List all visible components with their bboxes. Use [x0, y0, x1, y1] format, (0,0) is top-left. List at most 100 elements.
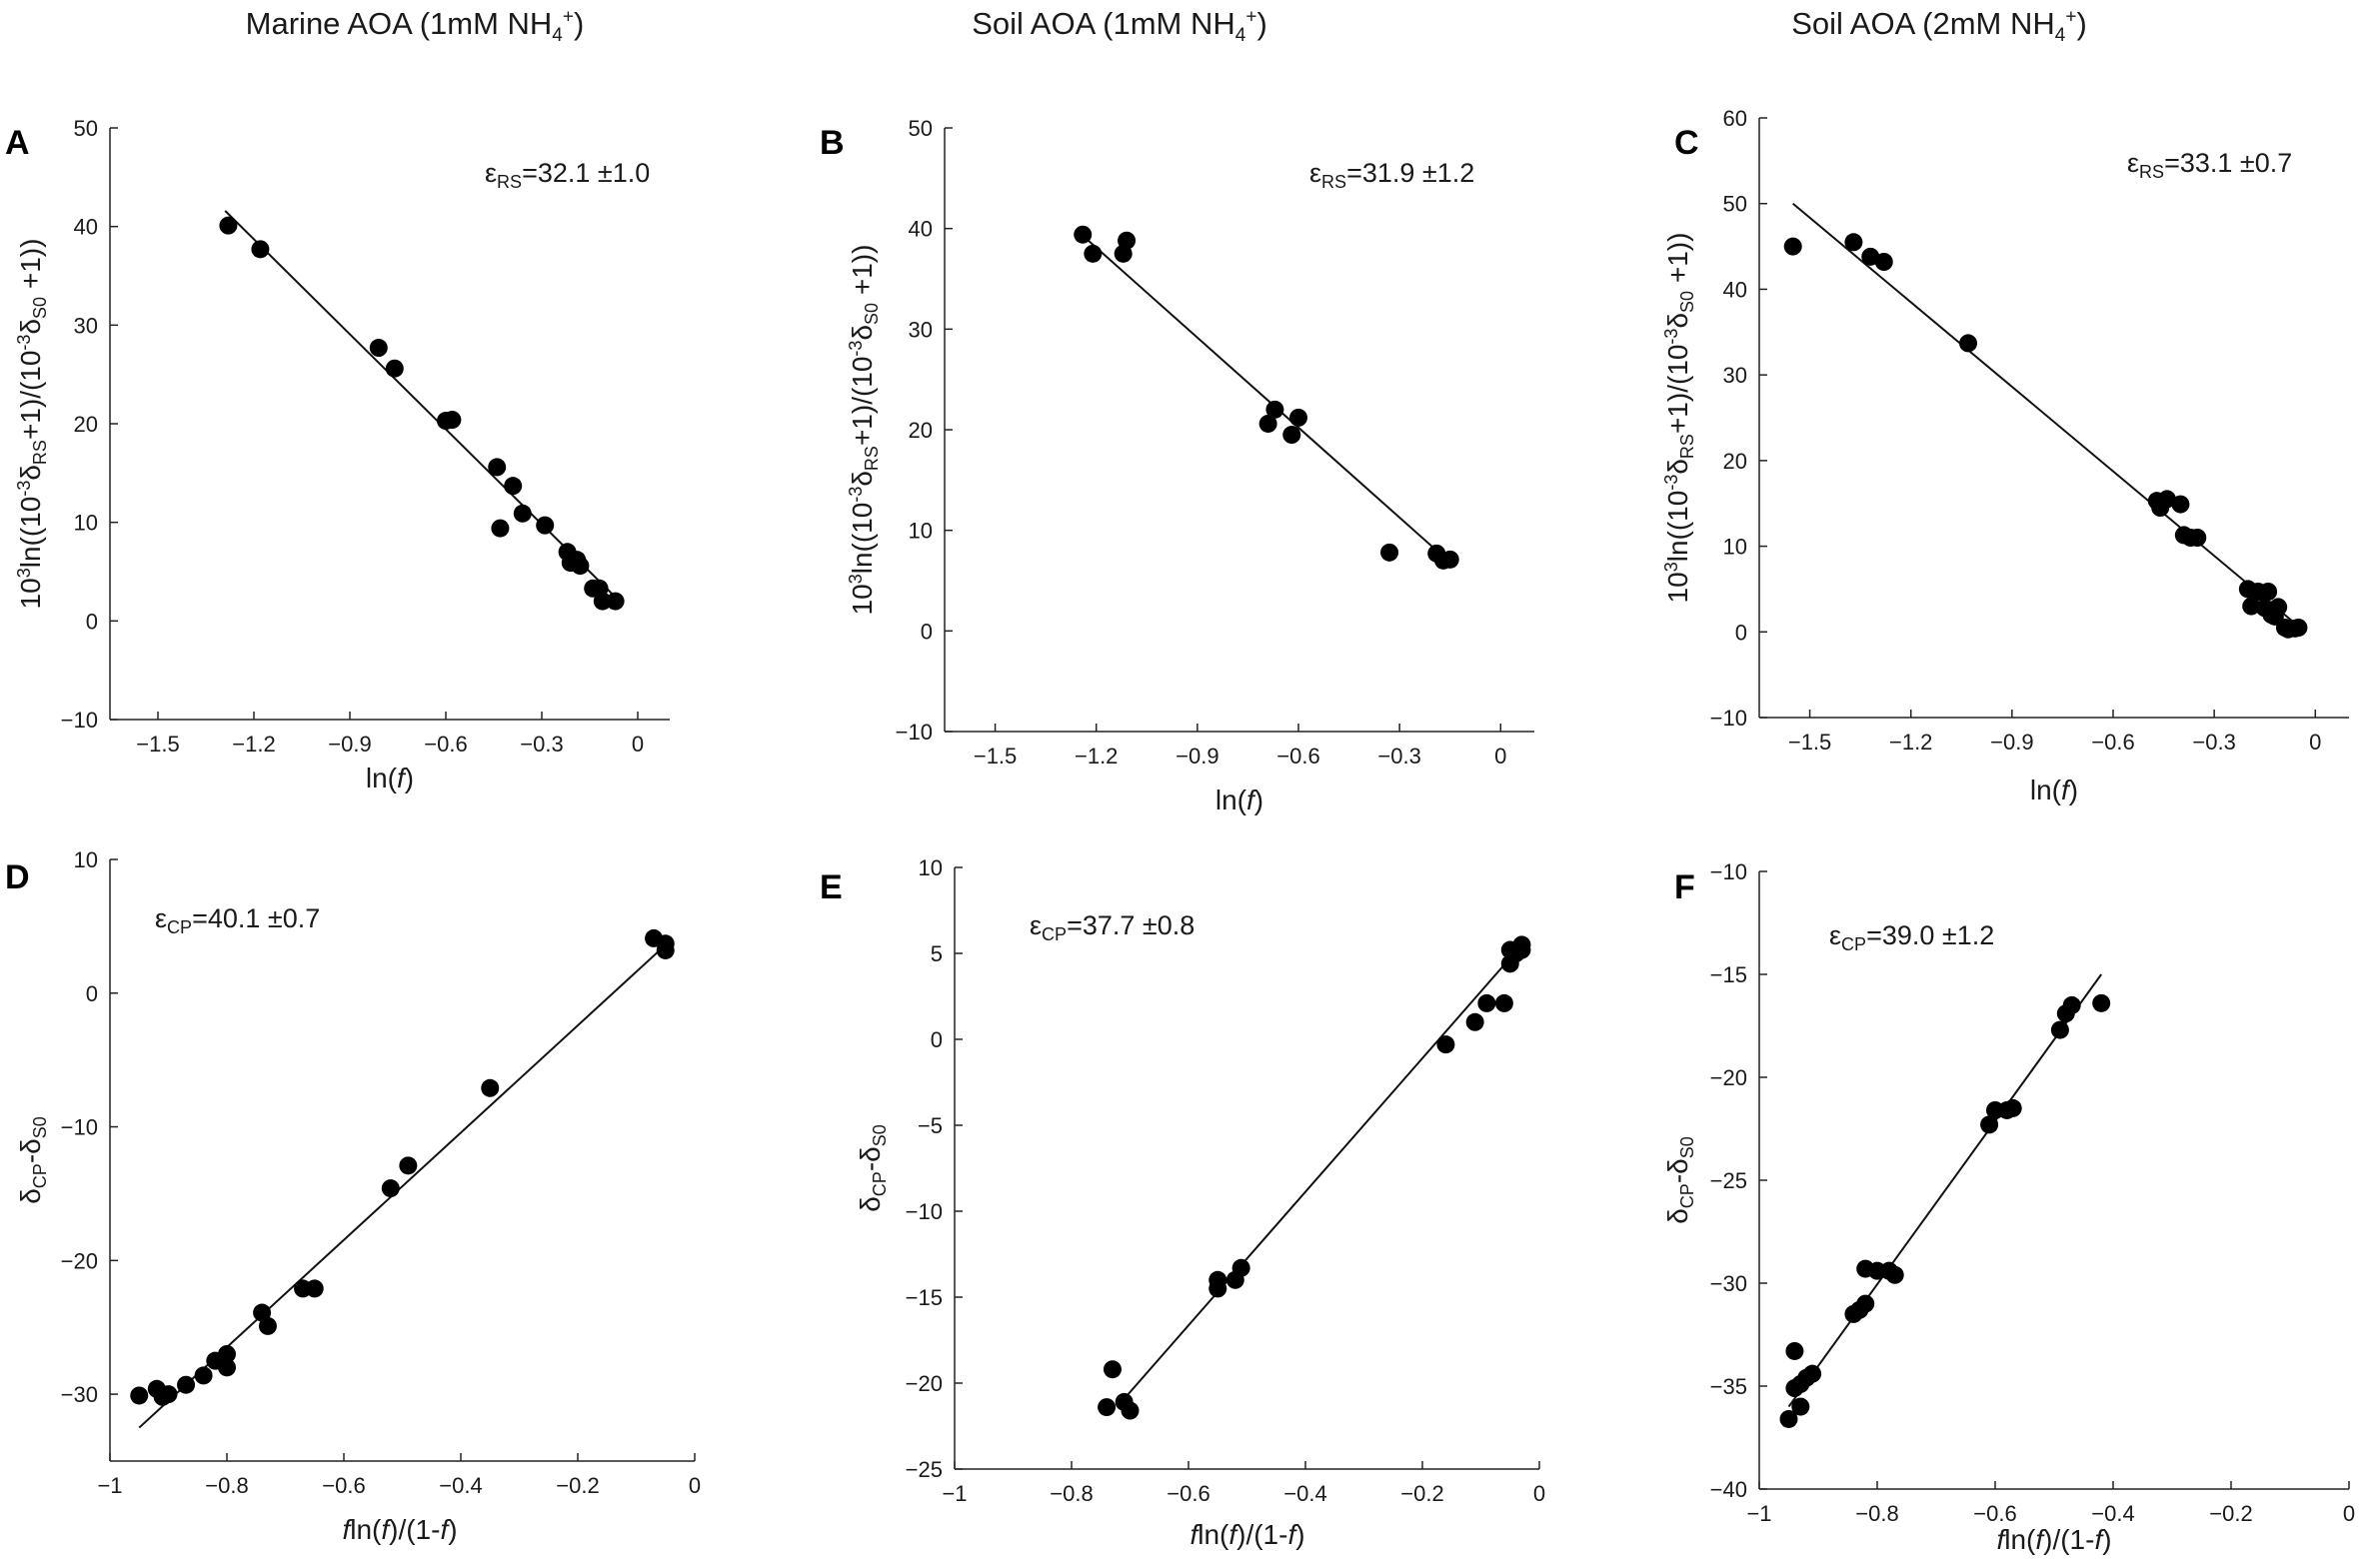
epsilon-annotation: εRS=32.1 ±1.0	[485, 158, 650, 192]
data-point	[1494, 993, 1513, 1012]
data-point	[251, 240, 270, 259]
x-tick-label: −0.2	[2209, 1501, 2252, 1526]
data-point	[491, 519, 510, 538]
panel-a: A −10 0 10 20 30 40 50 −1.5 −1.2 −0.9 −0.6 −0.3 0 εRS=…	[5, 116, 670, 793]
data-point	[1791, 1397, 1810, 1416]
x-tick-label: −0.6	[1276, 744, 1319, 769]
x-tick-label: −0.6	[1167, 1481, 1209, 1506]
y-tick-label: −10	[61, 1115, 98, 1140]
data-point	[2050, 1020, 2069, 1039]
data-point	[1208, 1270, 1227, 1289]
y-tick-label: −10	[1710, 859, 1747, 884]
x-tick-label: 0	[2309, 730, 2321, 755]
y-tick-label: −15	[906, 1285, 943, 1310]
y-axis-label: 103ln((10-3δRS+1)/(10-3δS0 +1))	[1661, 233, 1697, 604]
x-tick-label: −0.6	[322, 1473, 365, 1498]
fit-line	[1787, 973, 2103, 1408]
x-tick-label: −0.9	[1990, 730, 2033, 755]
y-tick-label: 30	[909, 317, 933, 342]
data-point	[1380, 543, 1399, 562]
data-point	[1874, 253, 1893, 271]
x-tick-label: −0.6	[2091, 730, 2134, 755]
data-point	[1844, 233, 1863, 252]
y-tick-label: 30	[1723, 363, 1747, 388]
y-tick-label: 0	[1735, 620, 1747, 645]
fit-line	[1792, 202, 2306, 634]
data-point	[443, 411, 462, 430]
data-point	[504, 477, 523, 496]
y-tick-label: −25	[1710, 1168, 1747, 1193]
y-tick-label: −15	[1710, 962, 1747, 987]
data-point	[1861, 247, 1880, 266]
panel-c: C −10 0 10 20 30 40 50 60 −1.5 −1.2 −0.9 −0.6 −0.3 0 εR…	[1661, 106, 2349, 805]
y-tick-label: 30	[74, 313, 98, 338]
x-tick-label: 0	[1533, 1481, 1545, 1506]
x-tick-label: −0.4	[439, 1473, 482, 1498]
data-point	[399, 1156, 418, 1175]
y-tick-label: 40	[909, 217, 933, 242]
x-tick-label: −1.2	[232, 732, 275, 757]
data-point	[218, 1344, 236, 1363]
fit-line	[1118, 943, 1523, 1407]
x-tick-label: −1	[1746, 1501, 1771, 1526]
x-tick-label: −0.9	[1176, 744, 1218, 769]
x-tick-label: −0.8	[205, 1473, 248, 1498]
x-tick-label: −0.8	[1855, 1501, 1898, 1526]
data-point	[381, 1179, 400, 1198]
panel-letter: A	[5, 124, 30, 162]
y-tick-label: 20	[909, 418, 933, 443]
column-title-soil-1mm: Soil AOA (1mM NH4+)	[972, 6, 1267, 47]
data-point	[1436, 1035, 1455, 1054]
x-tick-label: −0.3	[2192, 730, 2235, 755]
data-point	[656, 940, 675, 959]
x-axis-label: ln(f)	[366, 763, 414, 793]
data-point	[1477, 993, 1496, 1012]
data-point	[513, 504, 532, 523]
data-point	[593, 592, 612, 611]
y-axis-label: 103ln((10-3δRS+1)/(10-3δS0 +1))	[846, 245, 882, 616]
x-tick-label: 0	[1494, 744, 1506, 769]
y-tick-label: 10	[919, 855, 943, 880]
data-point	[2003, 1098, 2022, 1117]
y-tick-label: 40	[1723, 277, 1747, 302]
data-point	[159, 1385, 178, 1404]
data-point	[1118, 231, 1137, 250]
y-tick-label: 60	[1723, 106, 1747, 131]
panel-letter: D	[5, 858, 30, 896]
data-point	[385, 359, 404, 378]
epsilon-annotation: εCP=37.7 ±0.8	[1030, 910, 1194, 944]
data-point	[1785, 1341, 1804, 1360]
panel-e: E −25 −20 −15 −10 −5 0 5 10 −1 −0.8 −0.6 −0.4 −0.2 0 εC…	[820, 855, 1545, 1550]
data-point	[1783, 237, 1802, 256]
data-point	[369, 339, 388, 358]
y-tick-label: −10	[896, 720, 933, 745]
y-tick-label: −40	[1710, 1477, 1747, 1502]
y-tick-label: 20	[74, 412, 98, 437]
data-point	[2289, 619, 2308, 637]
x-tick-label: −0.3	[1377, 744, 1420, 769]
y-tick-label: 50	[909, 116, 933, 141]
x-tick-label: −0.3	[520, 732, 563, 757]
data-point	[219, 216, 238, 235]
epsilon-annotation: εCP=40.1 ±0.7	[155, 903, 320, 937]
data-point	[218, 1358, 236, 1377]
x-tick-label: −1	[97, 1473, 122, 1498]
data-point	[1803, 1364, 1822, 1383]
column-title-soil-2mm: Soil AOA (2mM NH4+)	[1791, 6, 2087, 47]
panel-f: F −40 −35 −30 −25 −20 −15 −10 −1 −0.8 −0.6 −0.4 −0.2…	[1662, 859, 2355, 1555]
data-point	[1074, 225, 1093, 244]
x-axis-label: fln(f)/(1-f)	[1190, 1519, 1304, 1550]
y-tick-label: 0	[931, 1027, 943, 1052]
x-tick-label: −0.2	[1400, 1481, 1443, 1506]
x-axis-label: fln(f)/(1-f)	[342, 1514, 457, 1545]
y-tick-label: −10	[1710, 706, 1747, 731]
data-point	[1282, 426, 1301, 445]
data-point	[1265, 400, 1284, 419]
data-point	[1885, 1265, 1904, 1284]
data-point	[1465, 1012, 1484, 1031]
y-tick-label: 0	[86, 609, 98, 634]
data-point	[2269, 598, 2288, 617]
fit-line	[224, 210, 620, 602]
x-tick-label: −0.6	[424, 732, 467, 757]
